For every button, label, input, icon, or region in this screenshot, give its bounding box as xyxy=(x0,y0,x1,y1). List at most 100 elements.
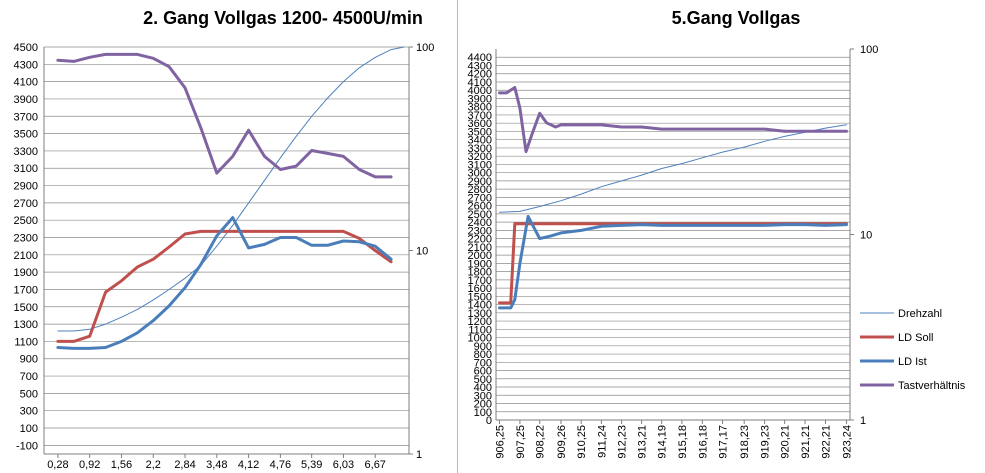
chart-2-y-tick-label: 4000 xyxy=(468,85,492,97)
chart-2-y-tick-label: 2300 xyxy=(468,225,492,237)
chart-1-y-tick-label: 3300 xyxy=(14,146,38,158)
chart-2-legend-label-drehzahl: Drehzahl xyxy=(898,308,942,320)
chart-2-y-tick-label: 300 xyxy=(474,390,492,402)
chart-2-x-tick-label: 921,21 xyxy=(800,425,812,459)
chart-2-y-tick-label: 1100 xyxy=(468,324,492,336)
chart-2-x-tick-label: 906,25 xyxy=(494,425,506,459)
chart-2-x-tick-label: 922,21 xyxy=(820,425,832,459)
chart-2-y-tick-label: 2900 xyxy=(468,176,492,188)
chart-1-y-tick-label: 2300 xyxy=(14,233,38,245)
chart-1-x-tick-label: 6,67 xyxy=(365,459,386,471)
chart-2-y-tick-label: 1200 xyxy=(468,316,492,328)
chart-1-y-tick-label: 2900 xyxy=(14,181,38,193)
chart-2-x-tick-label: 915,18 xyxy=(677,425,689,459)
chart-2-y-tick-label: 2800 xyxy=(468,184,492,196)
chart-1-x-tick-label: 0,92 xyxy=(79,459,100,471)
chart-1-y-tick-label: 1500 xyxy=(14,302,38,314)
chart-1-series-drehzahl-line xyxy=(57,46,405,332)
chart-1-y2-tick-label: 100 xyxy=(416,42,434,54)
chart-1-x-tick-label: 6,03 xyxy=(333,459,354,471)
chart-1-x-tick-label: 3,48 xyxy=(206,459,227,471)
chart-2-y-tick-label: 1300 xyxy=(468,308,492,320)
chart-2-x-tick-label: 911,24 xyxy=(596,425,608,458)
chart-1-y-tick-label: 4500 xyxy=(14,42,38,54)
chart-2-y-tick-label: 3300 xyxy=(468,143,492,155)
chart-1-series-tastverhaeltnis-line xyxy=(56,52,393,179)
chart-2-y-tick-label: 3400 xyxy=(468,135,492,147)
chart-1-y-tick-label: 1300 xyxy=(14,319,38,331)
chart-1-y-tick-label: 500 xyxy=(20,388,38,400)
chart-2-series-tastverhaeltnis-line xyxy=(498,86,848,154)
chart-2-x-tick-label: 910,25 xyxy=(576,425,588,459)
chart-1-x-tick-label: 4,12 xyxy=(238,459,259,471)
chart-2-y-tick-label: 800 xyxy=(474,349,492,361)
chart-2-y-tick-label: 1700 xyxy=(468,275,492,287)
chart-1-x-tick-label: 4,76 xyxy=(270,459,291,471)
chart-2-y-tick-label: 1500 xyxy=(468,291,492,303)
chart-1-y-tick-label: -100 xyxy=(16,440,38,452)
chart-1-y-tick-label: 3700 xyxy=(14,111,38,123)
chart-1-x-tick-label: 2,84 xyxy=(174,459,195,471)
chart-2-y-tick-label: 600 xyxy=(474,366,492,378)
chart-2-y2-tick-label: 100 xyxy=(860,44,878,56)
chart-1-x-tick-label: 0,28 xyxy=(47,459,68,471)
chart-2-y-tick-label: 3600 xyxy=(468,118,492,130)
chart-2-y-tick-label: 700 xyxy=(474,357,492,369)
chart-1-y-tick-label: 2500 xyxy=(14,215,38,227)
chart-1-y-tick-label: 3500 xyxy=(14,129,38,141)
chart-2-y-tick-label: 4100 xyxy=(468,77,492,89)
chart-1-y-tick-label: 4100 xyxy=(14,77,38,89)
chart-1-y-tick-label: 300 xyxy=(20,406,38,418)
chart-2-y-tick-label: 1400 xyxy=(468,300,492,312)
chart-2-y-tick-label: 3200 xyxy=(468,151,492,163)
chart-1-y-tick-label: 900 xyxy=(20,354,38,366)
chart-2-y-tick-label: 2600 xyxy=(468,201,492,213)
chart-2-legend-label-tastverhaeltnis: Tastverhältnis xyxy=(898,380,966,392)
chart-2-y-tick-label: 4400 xyxy=(468,52,492,64)
chart-2-x-tick-label: 919,23 xyxy=(760,425,772,459)
chart-2-y-tick-label: 500 xyxy=(474,374,492,386)
chart-1-y-tick-label: 100 xyxy=(20,423,38,435)
chart-2-x-tick-label: 923,24 xyxy=(842,425,854,459)
chart-2-y-tick-label: 3000 xyxy=(468,168,492,180)
chart-2-y-tick-label: 1900 xyxy=(468,258,492,270)
chart-2-y-tick-label: 400 xyxy=(474,382,492,394)
chart-2-y-tick-label: 4200 xyxy=(468,69,492,81)
chart-2-y-tick-label: 2500 xyxy=(468,209,492,221)
chart-2-x-tick-label: 920,21 xyxy=(780,425,792,459)
chart-1-x-tick-label: 5,39 xyxy=(301,459,322,471)
chart-1-title: 2. Gang Vollgas 1200- 4500U/min xyxy=(143,8,423,28)
chart-divider xyxy=(457,0,458,473)
chart-2-x-tick-label: 908,22 xyxy=(535,425,547,459)
chart-2-y-tick-label: 2000 xyxy=(468,250,492,262)
chart-2-y-tick-label: 3700 xyxy=(468,110,492,122)
chart-1-series-ld-soll-line xyxy=(56,229,393,343)
chart-2-y-tick-label: 1000 xyxy=(468,333,492,345)
chart-2-series-ld-ist-line xyxy=(498,214,848,310)
chart-2-y2-tick-label: 10 xyxy=(860,230,872,242)
chart-2-x-tick-label: 912,23 xyxy=(617,425,629,459)
chart-2-y-tick-label: 3500 xyxy=(468,126,492,138)
chart-2-y-tick-label: 3900 xyxy=(468,93,492,105)
chart-1-y-tick-label: 2100 xyxy=(14,250,38,262)
chart-2-y-tick-label: 900 xyxy=(474,341,492,353)
chart-2-x-tick-label: 909,26 xyxy=(556,425,568,459)
chart-2-x-tick-label: 913,21 xyxy=(637,425,649,459)
chart-1-x-tick-label: 1,56 xyxy=(111,459,132,471)
chart-1-y-tick-label: 2700 xyxy=(14,198,38,210)
chart-2-y-tick-label: 200 xyxy=(474,399,492,411)
chart-2-x-tick-label: 918,23 xyxy=(739,425,751,459)
chart-1-y-tick-label: 1700 xyxy=(14,284,38,296)
chart-2-x-tick-label: 907,25 xyxy=(515,425,527,459)
chart-1-y-tick-label: 700 xyxy=(20,371,38,383)
chart-1-y-tick-label: 3900 xyxy=(14,94,38,106)
chart-1-y-tick-label: 4300 xyxy=(14,59,38,71)
chart-1-y2-tick-label: 1 xyxy=(416,449,422,461)
chart-2-legend-label-ld-ist: LD Ist xyxy=(898,356,927,368)
chart-2-y-tick-label: 2200 xyxy=(468,234,492,246)
chart-1-y-tick-label: 1100 xyxy=(14,336,38,348)
chart-2-y-tick-label: 0 xyxy=(486,415,492,427)
chart-2-title: 5.Gang Vollgas xyxy=(672,8,801,28)
chart-2-y-tick-label: 2700 xyxy=(468,192,492,204)
